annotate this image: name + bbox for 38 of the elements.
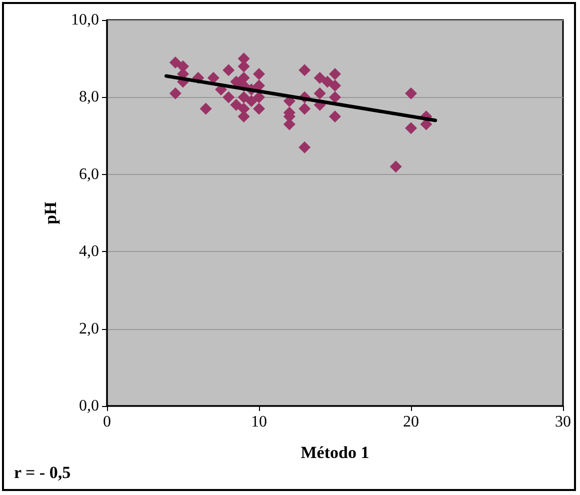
point bbox=[314, 87, 326, 100]
point bbox=[314, 72, 326, 84]
x-axis-title: Método 1 bbox=[300, 443, 370, 462]
point bbox=[253, 68, 265, 80]
point bbox=[405, 122, 417, 134]
point bbox=[405, 87, 417, 100]
x-tick-label: 20 bbox=[403, 414, 419, 430]
y-axis-title: pH bbox=[41, 202, 60, 224]
x-tick-label: 10 bbox=[251, 414, 267, 430]
point bbox=[329, 110, 341, 122]
x-tick-label: 30 bbox=[555, 414, 571, 430]
point bbox=[390, 160, 402, 173]
point bbox=[245, 95, 258, 108]
point bbox=[230, 98, 242, 111]
point bbox=[169, 87, 182, 100]
point bbox=[238, 91, 250, 104]
y-tick-label: 10,0 bbox=[71, 12, 99, 28]
point bbox=[200, 102, 212, 115]
point bbox=[298, 141, 311, 154]
x-tick-label: 0 bbox=[103, 414, 111, 430]
y-tick-label: 8,0 bbox=[79, 88, 99, 106]
y-tick-label: 4,0 bbox=[79, 243, 99, 260]
y-tick-label: 6,0 bbox=[79, 166, 99, 183]
point bbox=[207, 72, 220, 84]
point bbox=[321, 76, 334, 88]
point bbox=[253, 102, 265, 115]
point bbox=[169, 56, 182, 68]
y-tick-label: 0,0 bbox=[79, 398, 99, 414]
y-tick-label: 2,0 bbox=[79, 320, 99, 338]
point bbox=[329, 68, 341, 80]
point bbox=[222, 91, 235, 104]
point bbox=[298, 102, 311, 115]
point bbox=[222, 64, 235, 76]
point bbox=[298, 64, 311, 76]
point bbox=[329, 80, 341, 92]
point bbox=[329, 91, 341, 104]
point bbox=[253, 91, 265, 104]
text: r = - 0,5 bbox=[14, 463, 71, 482]
